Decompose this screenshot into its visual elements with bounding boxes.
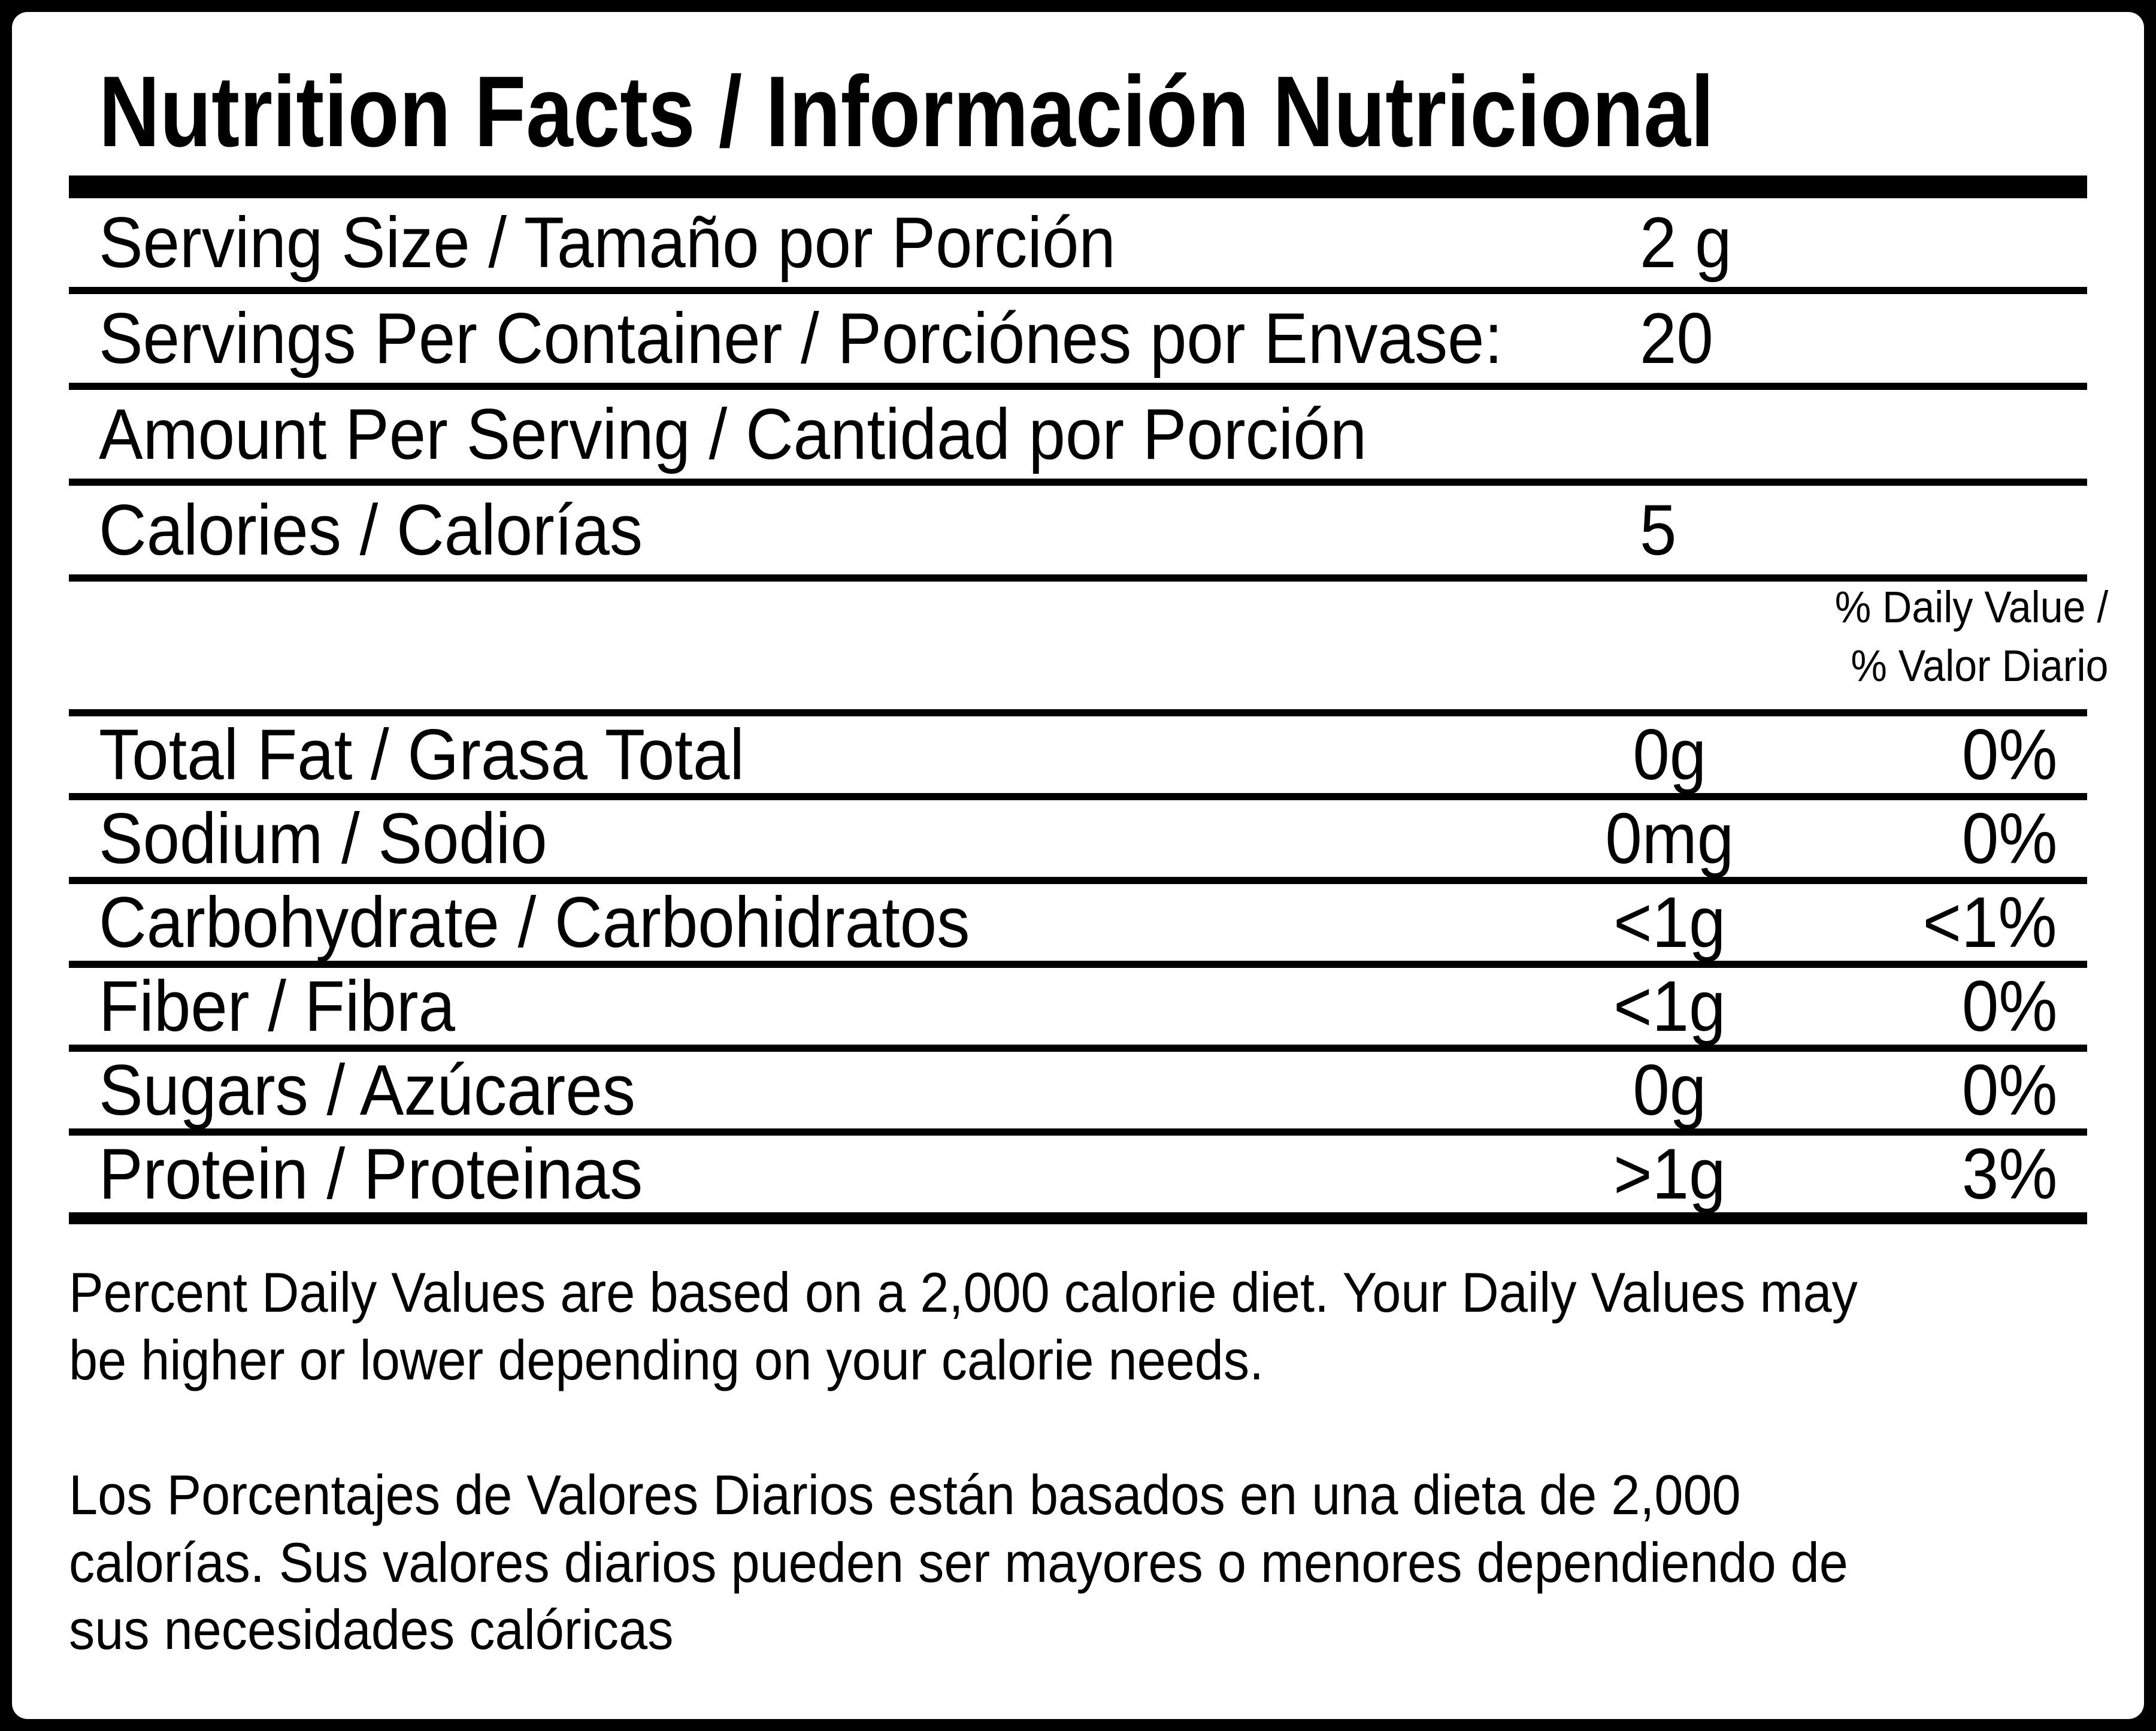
table-bottom-bar (69, 1212, 2087, 1225)
footnote-spanish-line1: Los Porcentajes de Valores Diarios están… (69, 1463, 1741, 1526)
label-title-text: Nutrition Facts / Información Nutriciona… (99, 55, 1715, 168)
sodium-label: Sodium / Sodio (99, 798, 547, 879)
carbohydrate-amount: <1g (1613, 882, 1726, 963)
footnote-english-line2: be higher or lower depending on your cal… (69, 1328, 1264, 1391)
servings-per-container-row: Servings Per Container / Porciónes por E… (69, 294, 2087, 391)
sugars-amount: 0g (1633, 1050, 1707, 1131)
serving-size-label: Serving Size / Tamaño por Porción (99, 202, 1116, 283)
carbohydrate-row: Carbohydrate / Carbohidratos <1g <1% (69, 882, 2087, 969)
protein-daily-value: 3% (1961, 1134, 2057, 1215)
daily-value-header-line2: % Valor Diario (1850, 640, 2108, 691)
footnote-english-line1: Percent Daily Values are based on a 2,00… (69, 1261, 1858, 1324)
serving-size-value: 2 g (1640, 202, 1732, 283)
carbohydrate-label: Carbohydrate / Carbohidratos (99, 882, 970, 963)
footnote-spanish-line3: sus necesidades calóricas (69, 1598, 674, 1662)
amount-per-serving-label: Amount Per Serving / Cantidad por Porció… (99, 394, 1367, 475)
label-title: Nutrition Facts / Información Nutriciona… (99, 54, 2087, 170)
daily-value-header: % Daily Value / % Valor Diario (69, 582, 2108, 717)
sugars-label: Sugars / Azúcares (99, 1050, 635, 1131)
total-fat-label: Total Fat / Grasa Total (99, 715, 744, 795)
sodium-amount: 0mg (1605, 798, 1734, 879)
sugars-row: Sugars / Azúcares 0g 0% (69, 1052, 2087, 1136)
fiber-row: Fiber / Fibra <1g 0% (69, 968, 2087, 1052)
servings-per-container-label: Servings Per Container / Porciónes por E… (99, 298, 1503, 379)
total-fat-daily-value: 0% (1961, 715, 2057, 795)
footnote-spanish-line2: calorías. Sus valores diarios pueden ser… (69, 1530, 1848, 1594)
label-paper: Nutrition Facts / Información Nutriciona… (12, 12, 2144, 1719)
fiber-label: Fiber / Fibra (99, 966, 456, 1047)
calories-label: Calories / Calorías (99, 490, 643, 571)
fiber-daily-value: 0% (1961, 966, 2057, 1047)
sugars-daily-value: 0% (1961, 1050, 2057, 1131)
calories-value: 5 (1640, 490, 1677, 571)
sodium-daily-value: 0% (1961, 798, 2057, 879)
fiber-amount: <1g (1613, 966, 1726, 1047)
protein-amount: >1g (1613, 1134, 1726, 1215)
carbohydrate-daily-value: <1% (1922, 882, 2057, 963)
sodium-row: Sodium / Sodio 0mg 0% (69, 798, 2087, 885)
footnote-spanish: Los Porcentajes de Valores Diarios están… (69, 1461, 2087, 1664)
servings-per-container-value: 20 (1640, 298, 1713, 379)
title-divider-bar (69, 175, 2087, 199)
amount-per-serving-row: Amount Per Serving / Cantidad por Porció… (69, 390, 2087, 486)
daily-value-header-line1: % Daily Value / (1834, 582, 2108, 632)
total-fat-amount: 0g (1633, 715, 1707, 795)
serving-size-row: Serving Size / Tamaño por Porción 2 g (69, 198, 2087, 295)
protein-label: Protein / Proteinas (99, 1134, 643, 1215)
calories-row: Calories / Calorías 5 (69, 486, 2087, 582)
footnote-english: Percent Daily Values are based on a 2,00… (69, 1259, 2087, 1394)
amount-per-serving-value (1640, 398, 2087, 470)
total-fat-row: Total Fat / Grasa Total 0g 0% (69, 715, 2087, 801)
protein-row: Protein / Proteinas >1g 3% (69, 1136, 2087, 1212)
